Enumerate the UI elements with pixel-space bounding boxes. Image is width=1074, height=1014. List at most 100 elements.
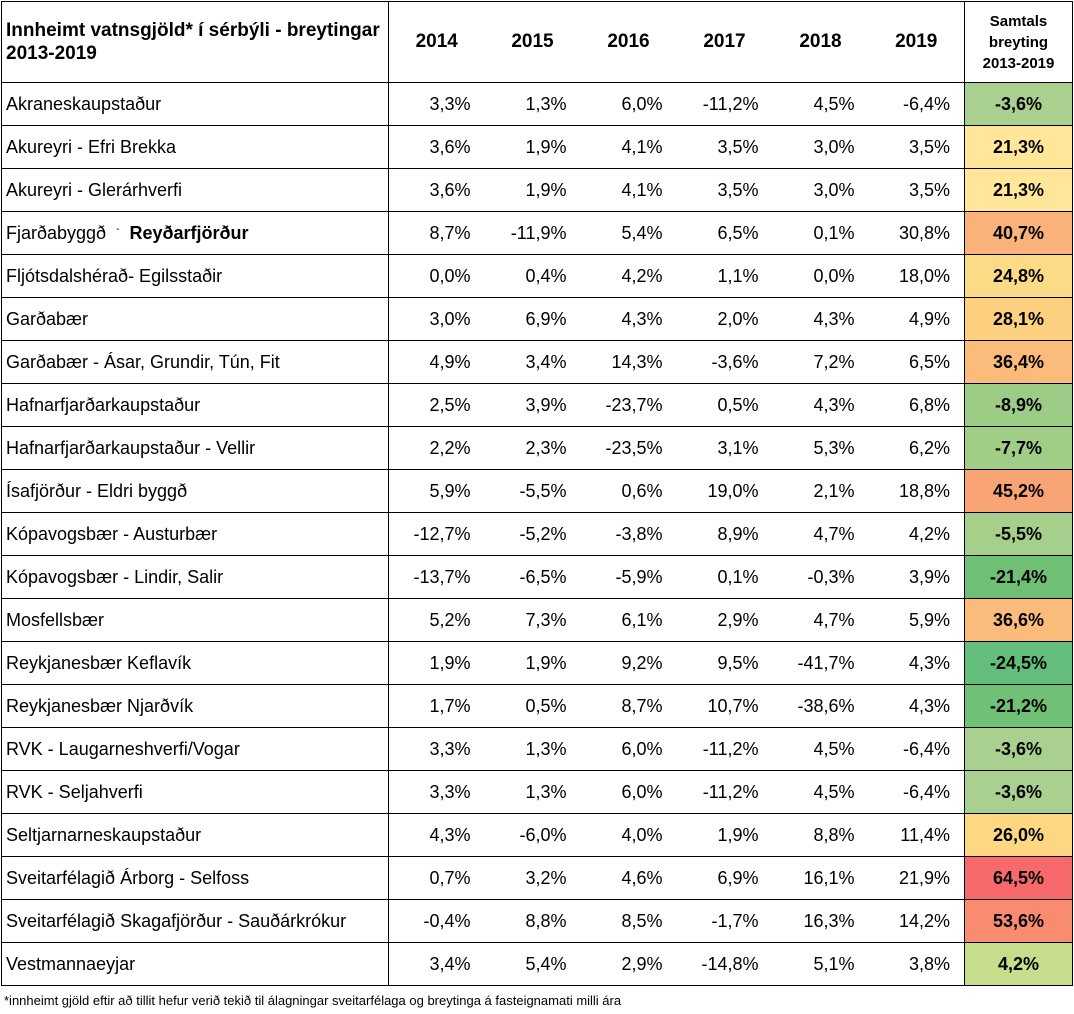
- header-row: Innheimt vatnsgjöld* í sérbýli - breytin…: [1, 1, 1073, 83]
- year-change-cell: 4,9%: [868, 297, 965, 341]
- year-change-cell: 4,3%: [868, 641, 965, 685]
- year-change-cell: 8,8%: [772, 813, 869, 857]
- year-change-cell: 18,8%: [868, 469, 965, 513]
- year-change-cell: 7,2%: [772, 340, 869, 384]
- year-change-cell: 3,2%: [484, 856, 581, 900]
- total-change-cell: -5,5%: [964, 512, 1073, 556]
- year-change-cell: -6,0%: [484, 813, 581, 857]
- table-row: Reykjanesbær Keflavík 1,9% 1,9% 9,2% 9,5% -41…: [1, 641, 1073, 685]
- total-change-cell: 45,2%: [964, 469, 1073, 513]
- municipality-label: Ísafjörður - Eldri byggð: [6, 480, 188, 501]
- total-change-cell: -3,6%: [964, 82, 1073, 126]
- municipality-name: Sveitarfélagið Skagafjörður - Sauðárkrók…: [1, 899, 389, 943]
- municipality-name: RVK - Seljahverfi: [1, 770, 389, 814]
- year-change-cell: 10,7%: [676, 684, 773, 728]
- year-change-cell: 2,0%: [676, 297, 773, 341]
- table-row: Akureyri - Efri Brekka 3,6% 1,9% 4,1% 3,5% 3,…: [1, 125, 1073, 169]
- year-change-cell: 3,3%: [388, 82, 485, 126]
- year-change-cell: 0,1%: [676, 555, 773, 599]
- municipality-name: Hafnarfjarðarkaupstaður - Vellir: [1, 426, 389, 470]
- year-change-cell: -1,7%: [676, 899, 773, 943]
- municipality-name: Kópavogsbær - Lindir, Salir: [1, 555, 389, 599]
- year-change-cell: 4,3%: [772, 297, 869, 341]
- year-change-cell: 0,0%: [388, 254, 485, 298]
- year-change-cell: 3,5%: [676, 168, 773, 212]
- year-change-cell: 6,8%: [868, 383, 965, 427]
- year-change-cell: 6,9%: [484, 297, 581, 341]
- year-change-cell: 2,5%: [388, 383, 485, 427]
- year-change-cell: 0,7%: [388, 856, 485, 900]
- year-change-cell: 3,3%: [388, 727, 485, 771]
- table-row: RVK - Seljahverfi 3,3% 1,3% 6,0% -11,2% 4,5% -…: [1, 770, 1073, 814]
- year-change-cell: -13,7%: [388, 555, 485, 599]
- municipality-label: Akureyri - Glerárhverfi: [6, 179, 183, 200]
- municipality-name: Akraneskaupstaður: [1, 82, 389, 126]
- municipality-label: Sveitarfélagið Skagafjörður - Sauðárkrók…: [6, 910, 347, 931]
- municipality-sublabel: Reyðarfjörður: [129, 222, 249, 243]
- table-row: Seltjarnarneskaupstaður 4,3% -6,0% 4,0% 1,9%…: [1, 813, 1073, 857]
- total-header-line: breyting: [988, 33, 1049, 51]
- year-change-cell: -41,7%: [772, 641, 869, 685]
- table-row: RVK - Laugarneshverfi/Vogar 3,3% 1,3% 6,0% -…: [1, 727, 1073, 771]
- year-change-cell: 4,7%: [772, 598, 869, 642]
- municipality-name: Vestmannaeyjar: [1, 942, 389, 986]
- total-change-cell: 53,6%: [964, 899, 1073, 943]
- year-change-cell: -3,8%: [580, 512, 677, 556]
- year-change-cell: 1,9%: [676, 813, 773, 857]
- year-change-cell: -11,2%: [676, 770, 773, 814]
- footnote: *innheimt gjöld eftir að tillit hefur ve…: [4, 993, 622, 1008]
- year-change-cell: 3,6%: [388, 168, 485, 212]
- year-change-cell: 5,4%: [580, 211, 677, 255]
- total-change-cell: 24,8%: [964, 254, 1073, 298]
- total-change-cell: 64,5%: [964, 856, 1073, 900]
- year-change-cell: 8,5%: [580, 899, 677, 943]
- municipality-name: Hafnarfjarðarkaupstaður: [1, 383, 389, 427]
- year-change-cell: 18,0%: [868, 254, 965, 298]
- municipality-label: Kópavogsbær - Lindir, Salir: [6, 566, 224, 587]
- year-change-cell: 16,3%: [772, 899, 869, 943]
- municipality-label: Akureyri - Efri Brekka: [6, 136, 177, 157]
- year-header: 2017: [676, 1, 773, 83]
- year-change-cell: 1,1%: [676, 254, 773, 298]
- year-header: 2018: [772, 1, 869, 83]
- year-change-cell: 0,0%: [772, 254, 869, 298]
- municipality-name: Mosfellsbær: [1, 598, 389, 642]
- year-change-cell: 19,0%: [676, 469, 773, 513]
- year-change-cell: 4,0%: [580, 813, 677, 857]
- year-change-cell: 6,1%: [580, 598, 677, 642]
- table-row: Ísafjörður - Eldri byggð 5,9% -5,5% 0,6% 19,…: [1, 469, 1073, 513]
- year-change-cell: 1,9%: [484, 125, 581, 169]
- year-change-cell: -11,9%: [484, 211, 581, 255]
- year-change-cell: 8,8%: [484, 899, 581, 943]
- table-row: Fljótsdalshérað- Egilsstaðir 0,0% 0,4% 4,2%…: [1, 254, 1073, 298]
- year-change-cell: 3,5%: [676, 125, 773, 169]
- total-change-cell: 4,2%: [964, 942, 1073, 986]
- total-header-line: 2013-2019: [982, 54, 1055, 72]
- year-change-cell: 1,3%: [484, 770, 581, 814]
- year-change-cell: 3,6%: [388, 125, 485, 169]
- year-change-cell: 4,3%: [580, 297, 677, 341]
- year-change-cell: 4,5%: [772, 727, 869, 771]
- total-change-cell: 26,0%: [964, 813, 1073, 857]
- year-change-cell: 0,4%: [484, 254, 581, 298]
- year-change-cell: 4,5%: [772, 82, 869, 126]
- year-change-cell: 8,9%: [676, 512, 773, 556]
- municipality-name: Akureyri - Glerárhverfi: [1, 168, 389, 212]
- year-change-cell: 4,9%: [388, 340, 485, 384]
- total-change-cell: 28,1%: [964, 297, 1073, 341]
- year-change-cell: 6,5%: [676, 211, 773, 255]
- total-header-line: Samtals: [989, 12, 1048, 30]
- year-change-cell: 0,6%: [580, 469, 677, 513]
- year-change-cell: 5,2%: [388, 598, 485, 642]
- year-change-cell: 6,0%: [580, 770, 677, 814]
- year-change-cell: -6,5%: [484, 555, 581, 599]
- table-row: Hafnarfjarðarkaupstaður 2,5% 3,9% -23,7% 0,5…: [1, 383, 1073, 427]
- municipality-name: Seltjarnarneskaupstaður: [1, 813, 389, 857]
- municipality-label: Fjarðabyggð: [6, 222, 107, 243]
- year-header: 2019: [868, 1, 965, 83]
- municipality-label: Sveitarfélagið Árborg - Selfoss: [6, 867, 250, 888]
- year-change-cell: 0,5%: [676, 383, 773, 427]
- year-change-cell: 4,2%: [580, 254, 677, 298]
- table-row: Kópavogsbær - Austurbær -12,7% -5,2% -3,8% 8…: [1, 512, 1073, 556]
